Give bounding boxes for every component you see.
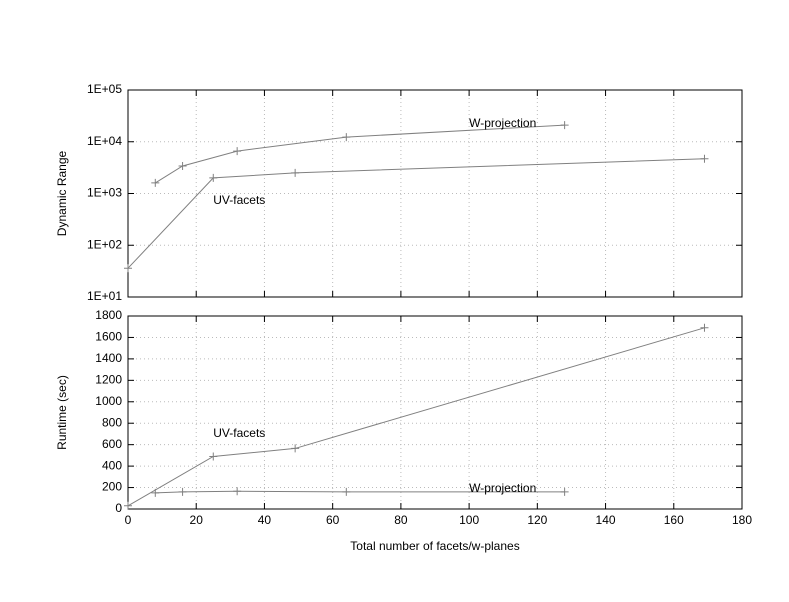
point-marker xyxy=(291,168,300,177)
point-marker xyxy=(342,487,351,496)
annotation: UV-facets xyxy=(213,193,265,207)
point-marker xyxy=(560,487,569,496)
x-axis-label: Total number of facets/w-planes xyxy=(350,539,519,553)
point-marker xyxy=(151,488,160,497)
x-tick-label: 180 xyxy=(732,513,752,527)
plot-frame xyxy=(127,89,743,298)
y-tick-label: 1800 xyxy=(95,308,122,322)
point-marker xyxy=(233,147,242,156)
y-tick-label: 1000 xyxy=(95,394,122,408)
x-tick-label: 60 xyxy=(326,513,340,527)
point-marker xyxy=(700,154,709,163)
x-tick-label: 40 xyxy=(258,513,272,527)
series-line xyxy=(127,327,705,507)
y-tick-label: 0 xyxy=(115,501,122,515)
point-marker xyxy=(124,264,132,273)
y-tick-label: 1E+03 xyxy=(87,186,122,200)
y-tick-label: 1E+05 xyxy=(87,82,122,96)
point-marker xyxy=(124,501,132,510)
point-marker xyxy=(233,487,242,496)
x-tick-label: 80 xyxy=(394,513,408,527)
x-tick-label: 0 xyxy=(125,513,132,527)
y-tick-label: 400 xyxy=(102,458,122,472)
y-tick-label: 1600 xyxy=(95,330,122,344)
y-tick-label: 600 xyxy=(102,437,122,451)
x-tick-label: 100 xyxy=(459,513,479,527)
annotation: W-projection xyxy=(469,481,536,495)
point-marker xyxy=(560,121,569,130)
y-tick-label: 1400 xyxy=(95,351,122,365)
point-marker xyxy=(700,323,709,332)
y-tick-label: 1E+04 xyxy=(87,134,122,148)
plot-frame xyxy=(127,315,743,510)
series-line xyxy=(155,124,565,184)
point-marker xyxy=(209,452,218,461)
point-marker xyxy=(178,161,187,170)
x-tick-label: 20 xyxy=(190,513,204,527)
point-marker xyxy=(209,173,218,182)
point-marker xyxy=(178,487,187,496)
annotation: UV-facets xyxy=(213,426,265,440)
x-tick-label: 120 xyxy=(527,513,547,527)
y-tick-label: 1200 xyxy=(95,373,122,387)
annotation: W-projection xyxy=(469,116,536,130)
y-tick-label: 1E+02 xyxy=(87,237,122,251)
series-line xyxy=(127,158,705,269)
y-tick-label: 800 xyxy=(102,415,122,429)
y-tick-label: 1E+01 xyxy=(87,289,122,303)
point-marker xyxy=(342,133,351,142)
y-axis-label: Dynamic Range xyxy=(55,150,69,236)
y-axis-label: Runtime (sec) xyxy=(55,375,69,450)
y-tick-label: 200 xyxy=(102,480,122,494)
x-tick-label: 160 xyxy=(664,513,684,527)
x-tick-label: 140 xyxy=(596,513,616,527)
point-marker xyxy=(151,178,160,187)
point-marker xyxy=(291,444,300,453)
